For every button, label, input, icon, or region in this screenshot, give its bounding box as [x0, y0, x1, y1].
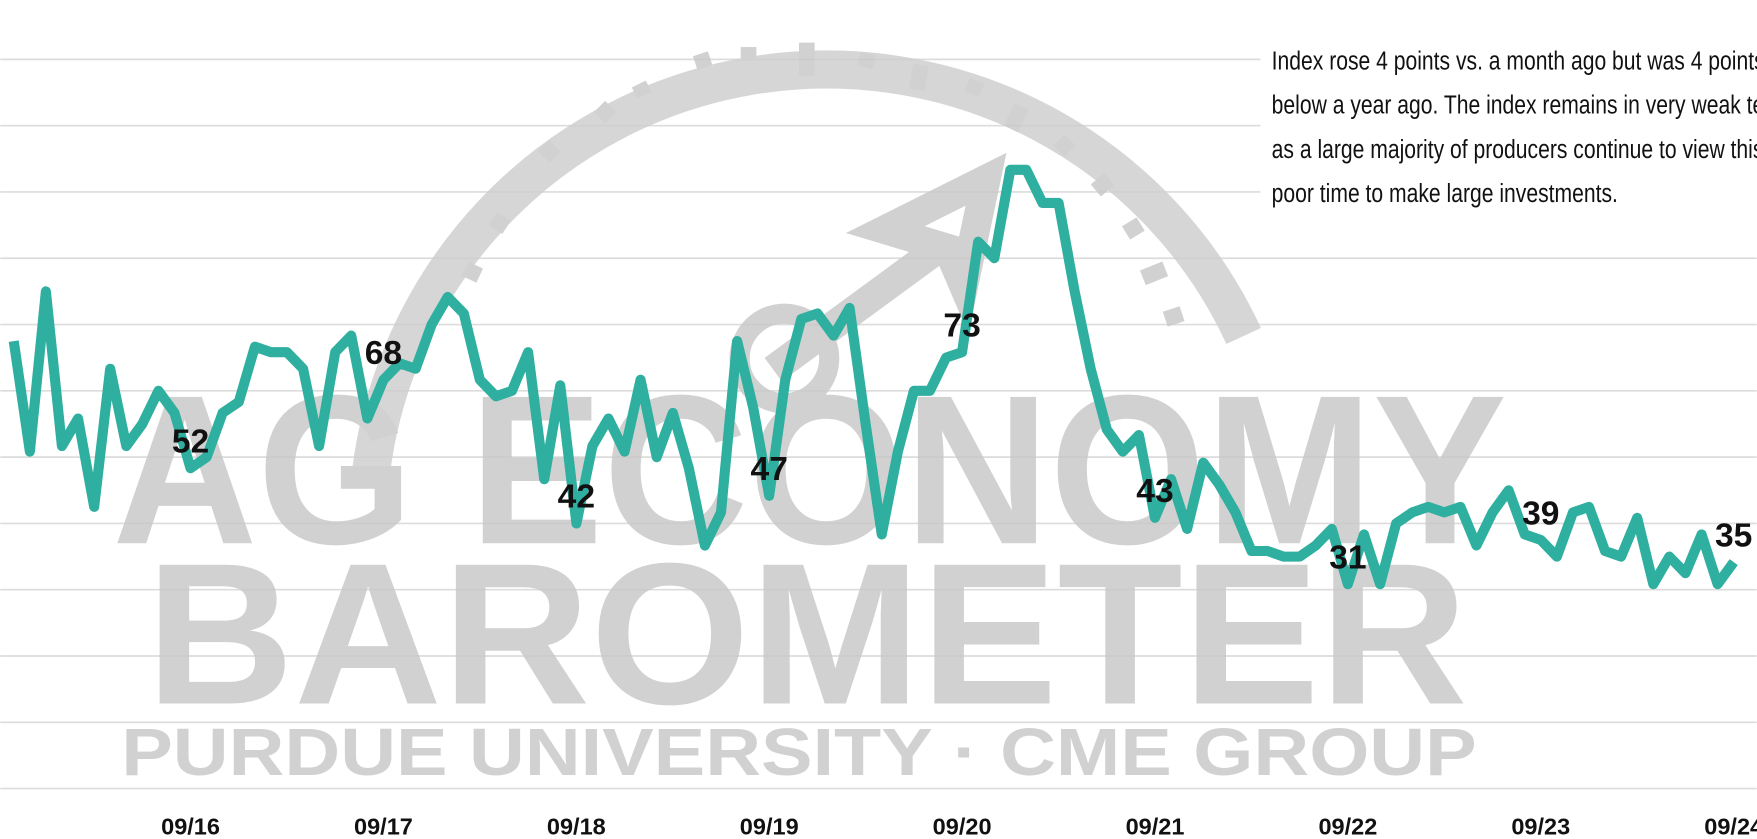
- data-label: 31: [1329, 540, 1366, 577]
- data-label: 47: [751, 451, 788, 488]
- data-label: 43: [1136, 473, 1173, 510]
- annotation-line: Index rose 4 points vs. a month ago but …: [1272, 46, 1757, 74]
- x-tick-label: 09/23: [1511, 814, 1570, 839]
- x-tick-label: 09/22: [1318, 814, 1377, 839]
- x-tick-label: 09/18: [547, 814, 606, 839]
- data-label: 35: [1715, 517, 1752, 554]
- x-tick-label: 09/17: [354, 814, 413, 839]
- annotation-line: as a large majority of producers continu…: [1272, 135, 1757, 163]
- chart: AG ECONOMY BAROMETER PURDUE UNIVERSITY ·…: [0, 0, 1757, 839]
- page: AG ECONOMY BAROMETER PURDUE UNIVERSITY ·…: [0, 0, 1757, 839]
- data-label: 42: [558, 479, 595, 516]
- data-label: 39: [1522, 495, 1559, 532]
- watermark-line: PURDUE UNIVERSITY · CME GROUP: [121, 715, 1476, 790]
- annotation-line: below a year ago. The index remains in v…: [1272, 91, 1757, 119]
- data-label: 52: [172, 423, 209, 460]
- data-label: 68: [365, 335, 402, 372]
- x-tick-label: 09/21: [1126, 814, 1185, 839]
- x-tick-label: 09/24: [1704, 814, 1757, 839]
- data-label: 73: [943, 307, 980, 344]
- x-tick-label: 09/19: [740, 814, 799, 839]
- x-tick-label: 09/20: [933, 814, 992, 839]
- annotation-line: poor time to make large investments.: [1272, 179, 1618, 207]
- x-tick-label: 09/16: [161, 814, 220, 839]
